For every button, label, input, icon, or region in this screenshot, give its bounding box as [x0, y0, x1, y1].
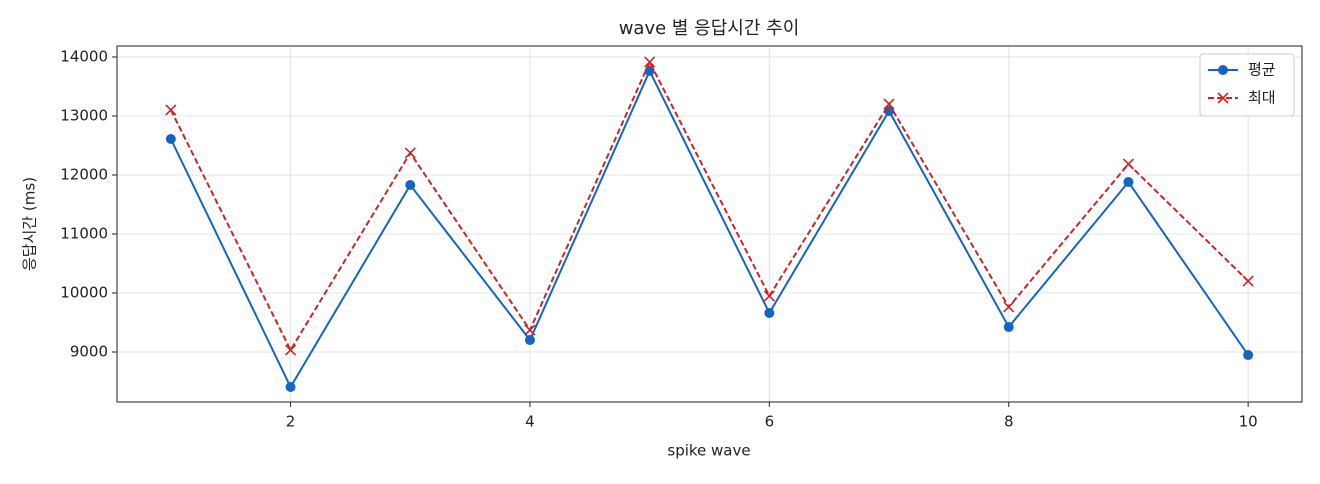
point — [524, 335, 535, 346]
point — [405, 180, 416, 191]
legend-marker — [1218, 65, 1228, 75]
x-tick-label: 10 — [1239, 413, 1258, 431]
y-tick-label: 14000 — [60, 47, 108, 65]
point — [763, 290, 775, 302]
x-tick-label: 6 — [765, 413, 775, 431]
point — [404, 147, 416, 159]
x-tick-label: 2 — [286, 413, 296, 431]
point — [764, 308, 775, 319]
y-tick-label: 13000 — [60, 106, 108, 124]
legend-box — [1199, 53, 1295, 117]
x-tick-label: 4 — [525, 413, 535, 431]
y-tick-label: 12000 — [60, 165, 108, 183]
point — [285, 382, 296, 393]
y-tick-label: 10000 — [60, 284, 108, 302]
legend-label: 최대 — [1248, 89, 1276, 107]
legend-label: 평균 — [1248, 61, 1276, 79]
y-axis-label: 응답시간 (ms) — [21, 177, 39, 271]
point — [1003, 321, 1014, 332]
series-line — [169, 59, 1249, 353]
point — [284, 344, 297, 356]
series-line — [169, 68, 1249, 390]
point — [165, 133, 176, 144]
point — [165, 104, 177, 116]
point — [644, 56, 656, 68]
point — [1242, 275, 1254, 287]
y-tick-label: 11000 — [60, 225, 108, 243]
point — [1123, 177, 1134, 188]
point — [1003, 301, 1015, 313]
point — [524, 324, 536, 336]
chart-title: wave 별 응답시간 추이 — [619, 18, 800, 39]
point — [883, 98, 895, 110]
y-tick-label: 9000 — [70, 343, 108, 361]
x-tick-label: 8 — [1004, 413, 1014, 431]
x-axis-label: spike wave — [667, 442, 750, 460]
plot-frame — [116, 45, 1303, 403]
legend-marker — [1217, 92, 1229, 104]
point — [1122, 158, 1135, 170]
point — [1243, 350, 1254, 361]
